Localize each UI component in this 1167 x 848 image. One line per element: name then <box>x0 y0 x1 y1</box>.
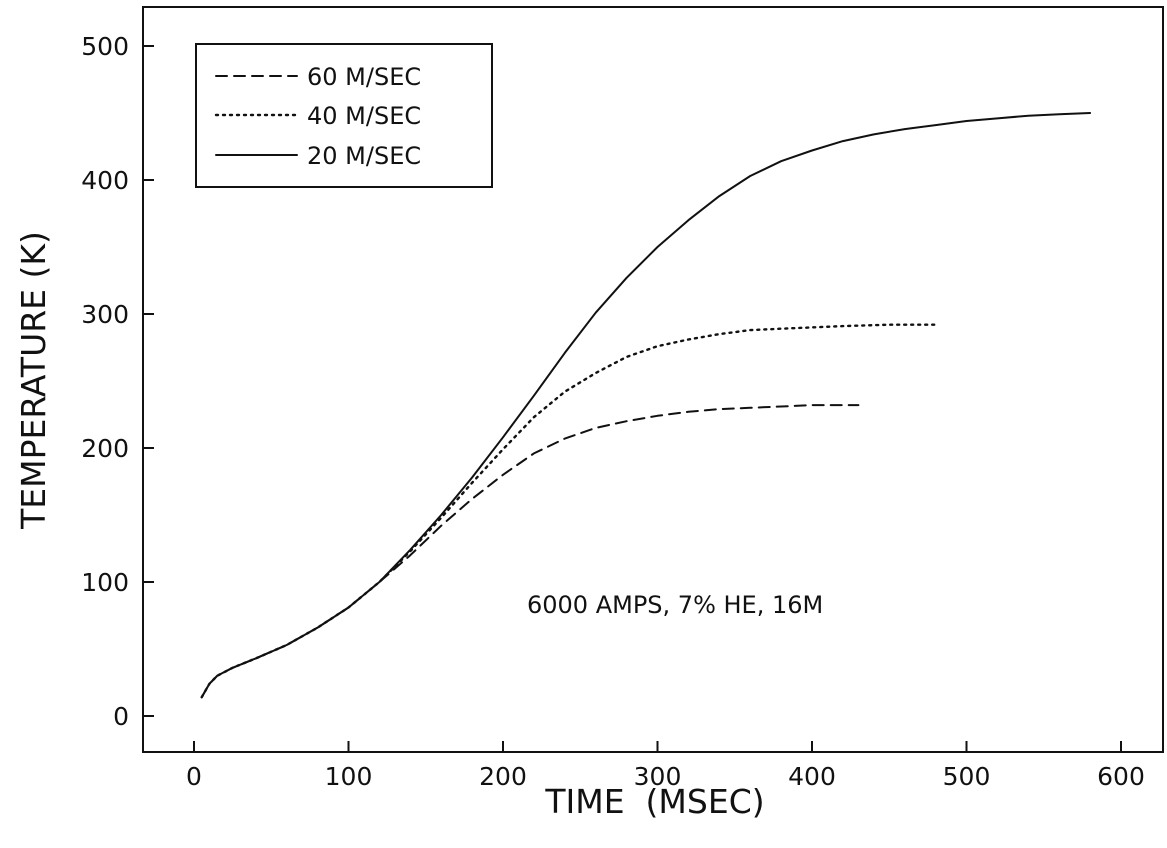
series-line-20-m-sec <box>200 112 1092 699</box>
x-tick-label: 400 <box>788 762 836 791</box>
legend-label: 40 M/SEC <box>307 102 421 130</box>
annotation-text: 6000 AMPS, 7% HE, 16M <box>527 591 823 619</box>
y-tick-label: 200 <box>81 434 129 463</box>
y-tick-label: 500 <box>81 32 129 61</box>
legend-label: 20 M/SEC <box>307 142 421 170</box>
x-tick-label: 200 <box>479 762 527 791</box>
y-tick-label: 0 <box>113 702 129 731</box>
y-axis-ticks: 0 100 200 300 400 500 <box>81 32 154 731</box>
x-axis-ticks: 0 100 200 300 400 500 600 <box>186 741 1145 791</box>
y-tick-label: 100 <box>81 568 129 597</box>
legend: 60 M/SEC 40 M/SEC 20 M/SEC <box>195 43 493 188</box>
x-tick-label: 100 <box>325 762 373 791</box>
y-tick-label: 400 <box>81 166 129 195</box>
series-line-60-m-sec <box>200 404 860 699</box>
x-tick-label: 0 <box>186 762 202 791</box>
y-tick-label: 300 <box>81 300 129 329</box>
series-lines <box>200 112 1092 699</box>
y-axis-title: TEMPERATURE (K) <box>14 231 53 530</box>
x-tick-label: 500 <box>943 762 991 791</box>
x-tick-label: 600 <box>1097 762 1145 791</box>
x-tick-label: 300 <box>634 762 682 791</box>
legend-label: 60 M/SEC <box>307 63 421 91</box>
series-line-40-m-sec <box>200 323 937 699</box>
x-axis-title: TIME (MSEC) <box>544 782 764 821</box>
plot-frame <box>142 6 1164 753</box>
